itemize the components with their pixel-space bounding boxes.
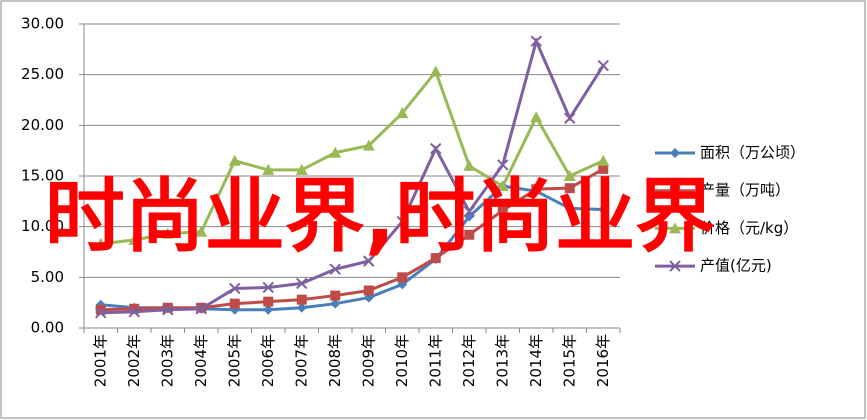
marker <box>597 59 609 72</box>
legend-marker <box>669 260 681 272</box>
x-tick-label: 2010年 <box>393 334 411 387</box>
marker <box>296 302 307 313</box>
marker <box>161 227 174 239</box>
marker <box>497 205 508 216</box>
x-tick-label: 2014年 <box>527 334 545 387</box>
y-tick-label: 10.00 <box>21 217 64 235</box>
x-tick-label: 2009年 <box>359 334 377 387</box>
x-tick-label: 2012年 <box>460 334 478 387</box>
legend-marker <box>669 222 681 234</box>
legend-label: 价格（元/kg） <box>700 219 798 237</box>
marker <box>263 304 274 315</box>
marker <box>564 183 575 194</box>
marker <box>531 184 542 195</box>
x-tick-label: 2002年 <box>125 334 143 387</box>
marker <box>430 142 442 155</box>
marker <box>128 233 141 245</box>
marker <box>296 277 308 290</box>
marker <box>396 215 408 228</box>
series-line <box>100 68 604 246</box>
marker <box>464 229 475 240</box>
marker <box>430 253 441 264</box>
x-tick-label: 2001年 <box>91 334 109 387</box>
marker <box>598 163 609 174</box>
y-tick-label: 30.00 <box>21 15 64 33</box>
marker <box>530 35 542 47</box>
marker <box>362 139 375 151</box>
x-tick-label: 2011年 <box>426 334 444 387</box>
overlay-text: 时尚业界,时尚业界 <box>45 170 715 263</box>
marker <box>162 304 174 316</box>
marker <box>262 163 275 175</box>
y-tick-label: 5.00 <box>31 268 64 286</box>
legend-label: 面积（万公顷） <box>700 144 805 162</box>
marker <box>229 298 240 309</box>
x-tick-label: 2013年 <box>493 334 511 387</box>
marker <box>296 294 307 305</box>
marker <box>330 298 341 309</box>
marker <box>195 303 207 315</box>
x-tick-label: 2003年 <box>158 334 176 387</box>
y-tick-label: 20.00 <box>21 116 64 134</box>
marker <box>564 203 575 214</box>
x-tick-label: 2015年 <box>560 334 578 387</box>
marker <box>397 272 408 283</box>
marker <box>463 205 475 218</box>
marker <box>329 146 342 158</box>
marker <box>496 180 509 192</box>
marker <box>262 281 274 294</box>
marker <box>95 307 107 319</box>
marker <box>129 303 140 314</box>
marker <box>597 154 610 166</box>
marker <box>329 263 341 275</box>
marker <box>228 154 241 166</box>
legend-marker <box>670 148 680 158</box>
marker <box>363 255 375 267</box>
x-tick-label: 2016年 <box>594 334 612 387</box>
marker <box>497 159 509 171</box>
y-tick-label: 0.00 <box>31 319 64 337</box>
marker <box>330 290 341 301</box>
marker <box>463 159 476 171</box>
marker <box>598 204 609 215</box>
x-tick-label: 2005年 <box>225 334 243 387</box>
x-tick-label: 2007年 <box>292 334 310 387</box>
marker <box>229 282 241 295</box>
x-tick-label: 2006年 <box>259 334 277 387</box>
marker <box>95 304 106 315</box>
marker <box>263 296 274 307</box>
legend-label: 产值(亿元) <box>700 257 772 275</box>
marker <box>563 170 576 181</box>
x-tick-label: 2008年 <box>326 334 344 387</box>
legend-marker <box>670 185 680 196</box>
marker <box>94 237 107 249</box>
marker <box>396 107 409 119</box>
marker <box>295 163 308 175</box>
marker <box>363 285 374 296</box>
series-line <box>100 167 604 312</box>
y-tick-label: 15.00 <box>21 167 64 185</box>
x-tick-label: 2004年 <box>192 334 210 387</box>
marker <box>128 306 140 318</box>
series-line <box>100 36 605 315</box>
marker <box>564 112 576 124</box>
marker <box>429 65 442 77</box>
legend-label: 产量（万吨） <box>700 181 790 199</box>
marker <box>195 225 208 237</box>
marker <box>162 302 173 313</box>
y-tick-label: 25.00 <box>21 65 64 83</box>
marker <box>530 111 543 123</box>
